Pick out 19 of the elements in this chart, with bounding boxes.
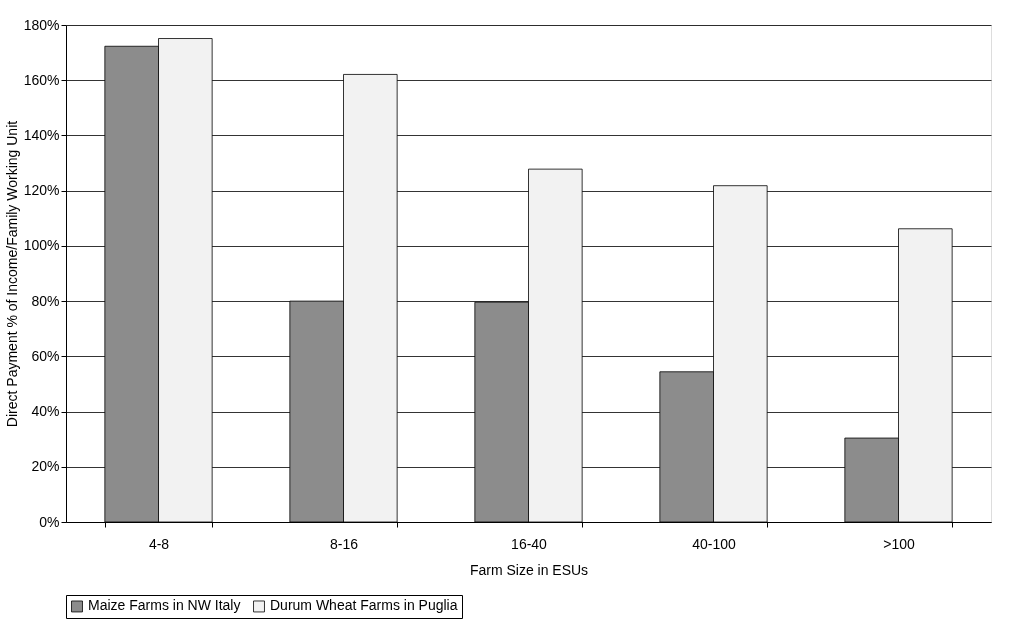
y-tick-label: 160%	[23, 71, 60, 88]
legend-label: Durum Wheat Farms in Puglia	[270, 597, 458, 614]
y-tick-label: 20%	[31, 458, 60, 475]
legend-label: Maize Farms in NW Italy	[88, 597, 241, 614]
y-tick-label: 80%	[31, 292, 60, 309]
x-axis-title: Farm Size in ESUs	[469, 561, 589, 578]
y-tick-label: 0%	[39, 513, 60, 530]
y-axis-title: Direct Payment % of Income/Family Working Unit	[3, 120, 20, 428]
x-tick-label: 40-100	[692, 535, 737, 552]
x-tick-label: 4-8	[148, 535, 170, 552]
y-tick-label: 180%	[23, 16, 60, 33]
x-tick-label: 8-16	[329, 535, 359, 552]
y-tick-label: 120%	[23, 182, 60, 199]
y-tick-label: 140%	[23, 126, 60, 143]
y-tick-label: 100%	[23, 237, 60, 254]
y-tick-label: 60%	[31, 347, 60, 364]
x-tick-label: >100	[883, 535, 915, 552]
x-tick-label: 16-40	[511, 535, 548, 552]
y-tick-label: 40%	[31, 403, 60, 420]
